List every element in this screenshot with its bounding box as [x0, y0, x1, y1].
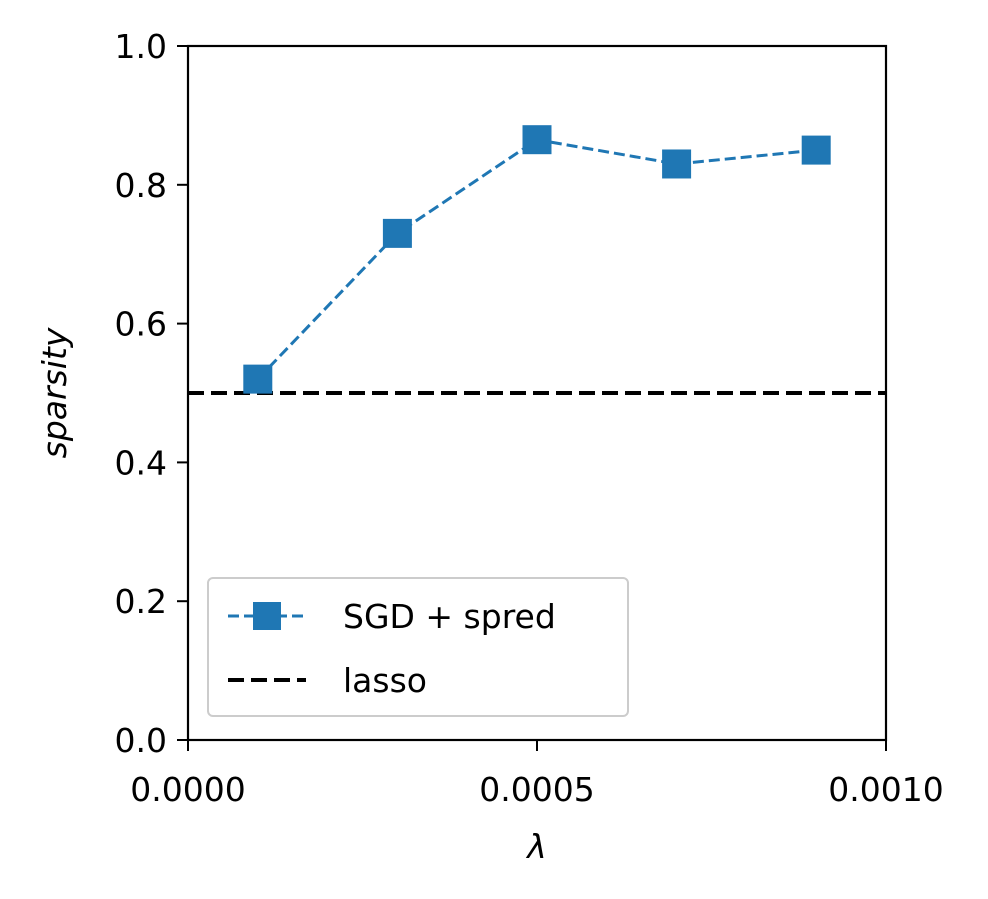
x-tick-label: 0.0005	[479, 770, 594, 809]
y-tick-label: 0.2	[115, 582, 167, 621]
y-axis-ticks: 0.0 0.2 0.4 0.6 0.8 1.0	[115, 27, 188, 760]
legend-swatch-marker	[253, 602, 281, 630]
legend-entry-sgd-spred: SGD + spred	[228, 597, 556, 636]
y-tick-label: 0.8	[115, 166, 167, 205]
x-tick-label: 0.0000	[130, 770, 245, 809]
legend-entry-lasso: lasso	[228, 661, 427, 700]
legend-box	[207, 577, 629, 717]
y-tick-label: 0.4	[115, 443, 167, 482]
sgd-spred-point	[662, 149, 692, 179]
sgd-spred-point	[382, 218, 412, 248]
y-axis-label: sparsity	[35, 327, 74, 458]
legend-label-sgd-spred: SGD + spred	[343, 597, 556, 636]
sgd-spred-point	[801, 135, 831, 165]
y-tick-label: 0.0	[115, 721, 167, 760]
y-tick-label: 1.0	[115, 27, 167, 66]
sgd-spred-point	[243, 364, 273, 394]
x-axis-ticks: 0.0000 0.0005 0.0010	[130, 740, 944, 809]
x-axis-label: λ	[525, 827, 547, 866]
legend: SGD + spred lasso	[207, 577, 629, 717]
plot-content	[188, 125, 886, 395]
sgd-spred-point	[522, 125, 552, 155]
y-tick-label: 0.6	[115, 305, 167, 344]
x-tick-label: 0.0010	[828, 770, 943, 809]
legend-label-lasso: lasso	[343, 661, 427, 700]
